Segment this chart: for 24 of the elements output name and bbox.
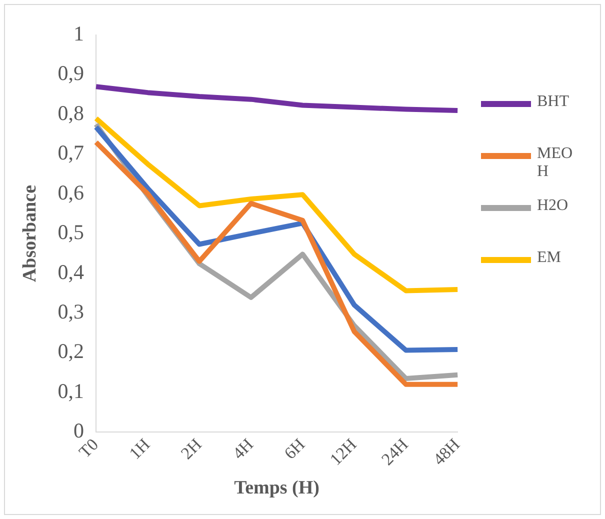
y-tick-label: 0,2 — [58, 339, 84, 364]
legend-label: EM — [537, 249, 562, 267]
y-tick-label: 0 — [74, 418, 84, 443]
x-tick-label: 24H — [378, 434, 412, 469]
y-tick-label: 0,3 — [58, 299, 84, 324]
y-tick-label: 0,5 — [58, 220, 84, 244]
x-tick-label: 1H — [126, 434, 154, 463]
x-tick-label: 4H — [228, 434, 257, 463]
y-tick-label: 0,1 — [58, 378, 84, 403]
legend-label: H2O — [537, 197, 570, 215]
x-tick-label: 2H — [177, 434, 206, 463]
x-tick-label: 6H — [280, 434, 309, 463]
x-axis-title: Temps (H) — [234, 478, 320, 499]
y-tick-label: 0,4 — [58, 260, 85, 284]
y-tick-label: 0,9 — [58, 61, 84, 86]
y-tick-label: 1 — [74, 22, 84, 46]
y-axis-title: Absorbance — [19, 184, 40, 282]
y-tick-label: 0,8 — [58, 100, 84, 125]
x-tick-label: 12H — [326, 434, 360, 469]
legend-label: BHT — [537, 93, 570, 111]
x-tick-label: 48H — [429, 434, 464, 469]
legend-label: MEOH — [537, 145, 573, 181]
y-tick-label: 0,7 — [58, 140, 84, 165]
y-tick-label: 0,6 — [58, 180, 84, 204]
